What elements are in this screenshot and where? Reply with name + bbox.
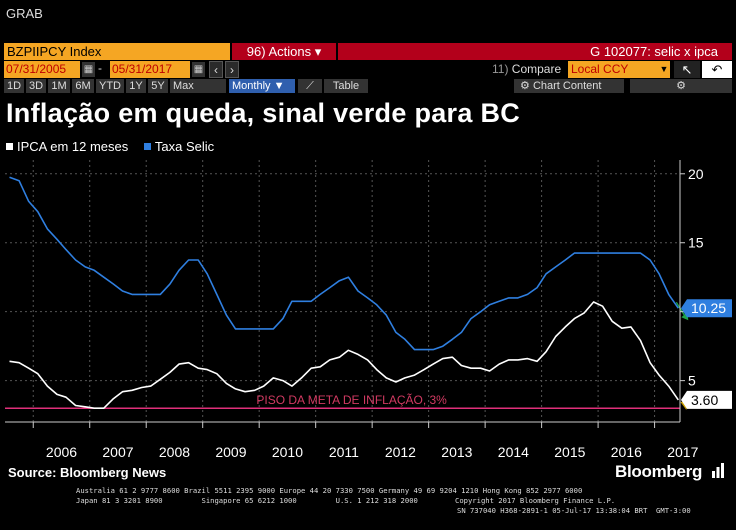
footer-serial: SN 737040 H368-2891-1 05-Jul-17 13:38:04… bbox=[457, 506, 691, 515]
ipca-series-line bbox=[9, 301, 679, 409]
footer-line: Japan 81 3 3201 8900 Singapore 65 6212 1… bbox=[76, 496, 418, 505]
selic-series-line bbox=[9, 176, 679, 351]
bloomberg-logo: Bloomberg bbox=[615, 462, 703, 481]
y-tick-label: 5 bbox=[688, 373, 696, 389]
ticker-field[interactable]: BZPIIPCY Index bbox=[4, 43, 230, 60]
legend-label: Taxa Selic bbox=[154, 139, 215, 154]
legend-item-selic[interactable]: Taxa Selic bbox=[143, 139, 215, 154]
x-tick-label: 2012 bbox=[385, 444, 416, 460]
ipca-last-value-box bbox=[681, 390, 732, 409]
x-tick-label: 2016 bbox=[611, 444, 642, 460]
copyright-label: Copyright 2017 Bloomberg Finance L.P. bbox=[455, 496, 616, 505]
x-tick-label: 2010 bbox=[272, 444, 303, 460]
settings-gear-icon[interactable]: ⚙ bbox=[630, 79, 732, 93]
chart-content-label: Chart Content bbox=[532, 80, 602, 92]
compare-label: Compare bbox=[511, 62, 562, 76]
ipca-last-value-text: 3.60 bbox=[691, 392, 718, 408]
chart-plot[interactable]: PISO DA META DE INFLAÇÃO, 3% 51015202006… bbox=[0, 158, 736, 463]
range-button-ytd[interactable]: YTD bbox=[96, 79, 124, 93]
toolbar-ranges: 1D 3D 1M 6M YTD 1Y 5Y Max Monthly ▼ ⟋ Ta… bbox=[4, 79, 732, 93]
chevron-right-icon[interactable]: › bbox=[225, 61, 239, 78]
chevron-left-icon[interactable]: ‹ bbox=[209, 61, 223, 78]
footer-line: Australia 61 2 9777 8600 Brazil 5511 239… bbox=[76, 486, 583, 495]
legend-label: IPCA em 12 meses bbox=[17, 139, 129, 154]
window-title: GRAB bbox=[6, 6, 43, 21]
selic-last-value: 10.25 bbox=[681, 299, 732, 318]
gear-icon: ⚙ bbox=[520, 80, 530, 92]
table-button[interactable]: Table bbox=[324, 79, 368, 93]
toolbar-dates: 07/31/2005 ▦ - 05/31/2017 ▦ ‹ › 11) Comp… bbox=[4, 61, 732, 78]
toolbar-top: BZPIIPCY Index 96) Actions ▾ G 102077: s… bbox=[4, 43, 732, 60]
range-button-max[interactable]: Max bbox=[170, 79, 226, 93]
legend-item-ipca[interactable]: IPCA em 12 meses bbox=[6, 139, 128, 154]
chevron-down-icon: ▼ bbox=[273, 80, 285, 92]
legend-swatch bbox=[6, 143, 13, 150]
x-tick-label: 2007 bbox=[102, 444, 133, 460]
source-label: Source: Bloomberg News bbox=[8, 465, 167, 480]
actions-menu-button[interactable]: 96) Actions ▾ bbox=[232, 43, 336, 60]
cursor-icon[interactable]: ↖ bbox=[674, 61, 700, 78]
ipca-last-value: 3.60 bbox=[681, 390, 732, 409]
range-button-1y[interactable]: 1Y bbox=[126, 79, 146, 93]
chevron-down-icon[interactable]: ▼ bbox=[658, 61, 670, 78]
range-button-3d[interactable]: 3D bbox=[26, 79, 46, 93]
x-tick-label: 2006 bbox=[46, 444, 77, 460]
inflation-floor-label: PISO DA META DE INFLAÇÃO, 3% bbox=[256, 393, 447, 407]
compare-button[interactable]: 11) Compare bbox=[492, 62, 561, 76]
x-tick-label: 2015 bbox=[554, 444, 585, 460]
x-tick-label: 2009 bbox=[215, 444, 246, 460]
range-button-1d[interactable]: 1D bbox=[4, 79, 24, 93]
x-tick-label: 2017 bbox=[667, 444, 698, 460]
bloomberg-bar-icon bbox=[712, 463, 724, 478]
calendar-icon[interactable]: ▦ bbox=[192, 62, 205, 77]
axes: 5101520200620072008200920102011201220132… bbox=[5, 160, 732, 460]
selic-last-value-text: 10.25 bbox=[691, 300, 726, 316]
x-tick-label: 2008 bbox=[159, 444, 190, 460]
compare-prefix: 11) bbox=[492, 62, 509, 76]
x-tick-label: 2014 bbox=[498, 444, 529, 460]
chart-content-button[interactable]: ⚙ Chart Content bbox=[514, 79, 624, 93]
calendar-icon[interactable]: ▦ bbox=[82, 62, 95, 77]
undo-icon[interactable]: ↶ bbox=[702, 61, 732, 78]
end-date-input[interactable]: 05/31/2017 bbox=[110, 61, 190, 78]
legend-swatch bbox=[143, 143, 151, 150]
y-tick-label: 15 bbox=[688, 235, 704, 251]
chart-legend: IPCA em 12 meses Taxa Selic bbox=[6, 139, 226, 154]
date-separator: - bbox=[98, 61, 102, 75]
x-tick-label: 2011 bbox=[329, 444, 359, 460]
y-tick-label: 20 bbox=[688, 166, 704, 182]
grid bbox=[5, 160, 680, 422]
range-button-5y[interactable]: 5Y bbox=[148, 79, 168, 93]
line-chart-icon[interactable]: ⟋ bbox=[298, 79, 322, 93]
chart-headline: Inflação em queda, sinal verde para BC bbox=[6, 98, 521, 128]
frequency-select[interactable]: Monthly ▼ bbox=[229, 79, 295, 93]
frequency-label: Monthly bbox=[232, 80, 271, 92]
x-tick-label: 2013 bbox=[441, 444, 472, 460]
series-lines: PISO DA META DE INFLAÇÃO, 3% bbox=[5, 176, 689, 410]
chart-id-label: G 102077: selic x ipca bbox=[338, 43, 732, 60]
range-button-6m[interactable]: 6M bbox=[72, 79, 94, 93]
selic-last-value-box bbox=[681, 299, 732, 318]
range-button-1m[interactable]: 1M bbox=[48, 79, 70, 93]
start-date-input[interactable]: 07/31/2005 bbox=[4, 61, 80, 78]
currency-select[interactable]: Local CCY bbox=[568, 61, 670, 78]
